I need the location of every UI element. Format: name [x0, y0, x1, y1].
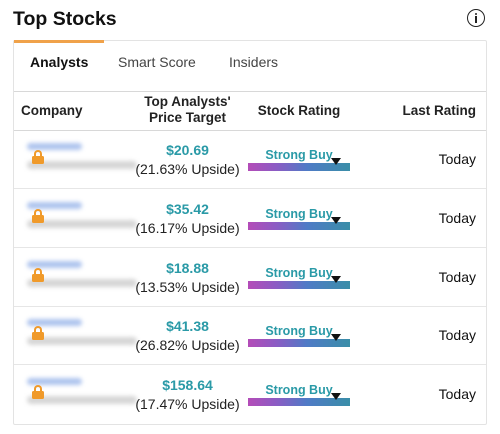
- company-detail-blurred: [27, 337, 137, 346]
- stock-rating-label: Strong Buy: [265, 206, 333, 221]
- tab-insiders[interactable]: Insiders: [229, 54, 279, 70]
- rating-marker-icon: [330, 216, 341, 224]
- company-detail-blurred: [27, 396, 137, 405]
- widget-title: Top Stocks: [13, 8, 117, 30]
- column-header-price-target-line2: Price Target: [148, 110, 227, 125]
- widget-header: Top Stocks: [13, 6, 487, 36]
- rating-marker-icon: [330, 275, 341, 283]
- table-row[interactable]: $18.88 (13.53% Upside) Strong Buy Today: [14, 249, 486, 307]
- rating-marker-icon: [330, 334, 341, 342]
- company-name-blurred: [27, 260, 82, 268]
- upside-percent: (17.47% Upside): [135, 396, 240, 413]
- company-name-blurred: [27, 143, 82, 150]
- column-header-stock-rating: Stock Rating: [257, 103, 341, 118]
- column-header-price-target: Top Analysts' Price Target: [125, 94, 250, 126]
- last-rating-date: Today: [438, 151, 476, 167]
- lock-icon[interactable]: [32, 208, 44, 223]
- price-target[interactable]: $41.38: [166, 318, 209, 335]
- stock-rating-label: Strong Buy: [265, 148, 333, 162]
- rating-gradient-bar: [248, 339, 350, 348]
- lock-icon[interactable]: [32, 150, 44, 164]
- company-detail-blurred: [27, 161, 137, 169]
- tab-analysts[interactable]: Analysts: [30, 54, 89, 70]
- lock-icon[interactable]: [32, 385, 44, 400]
- table-row[interactable]: $158.64 (17.47% Upside) Strong Buy Today: [14, 366, 486, 424]
- upside-percent: (26.82% Upside): [135, 337, 240, 354]
- price-target[interactable]: $20.69: [166, 142, 209, 158]
- lock-shackle: [34, 385, 42, 394]
- upside-percent: (16.17% Upside): [135, 219, 240, 236]
- last-rating-date: Today: [438, 386, 476, 403]
- tab-smart-score[interactable]: Smart Score: [118, 54, 196, 70]
- rating-gradient-bar: [248, 221, 350, 230]
- lock-body: [32, 273, 44, 282]
- table-row[interactable]: $35.42 (16.17% Upside) Strong Buy Today: [14, 190, 486, 248]
- company-detail-blurred: [27, 278, 137, 287]
- lock-shackle: [34, 267, 42, 276]
- last-rating-date: Today: [438, 268, 476, 285]
- lock-icon[interactable]: [32, 267, 44, 282]
- upside-percent: (13.53% Upside): [135, 278, 240, 295]
- lock-shackle: [34, 208, 42, 217]
- active-tab-indicator: [14, 40, 104, 43]
- company-name-blurred: [27, 319, 82, 327]
- tab-bar: Analysts Smart Score Insiders: [14, 40, 486, 92]
- rating-marker-icon: [330, 393, 341, 401]
- lock-shackle: [34, 150, 42, 158]
- lock-body: [32, 214, 44, 223]
- column-header-company: Company: [21, 103, 83, 118]
- price-target[interactable]: $158.64: [162, 377, 213, 394]
- stock-rating-label: Strong Buy: [265, 383, 333, 398]
- rating-gradient-bar: [248, 163, 350, 171]
- rating-marker-icon: [330, 158, 341, 165]
- stock-rating-label: Strong Buy: [265, 324, 333, 339]
- lock-shackle: [34, 326, 42, 335]
- table-header-divider: [14, 130, 486, 131]
- upside-percent: (21.63% Upside): [135, 161, 240, 177]
- info-icon[interactable]: [467, 9, 485, 27]
- price-target[interactable]: $35.42: [166, 200, 209, 217]
- rating-gradient-bar: [248, 280, 350, 289]
- stock-rating-label: Strong Buy: [265, 265, 333, 280]
- price-target[interactable]: $18.88: [166, 259, 209, 276]
- lock-icon[interactable]: [32, 326, 44, 341]
- company-name-blurred: [27, 378, 82, 386]
- column-header-price-target-line1: Top Analysts': [144, 94, 231, 109]
- company-detail-blurred: [27, 219, 137, 228]
- company-name-blurred: [27, 201, 82, 209]
- lock-body: [32, 332, 44, 341]
- column-header-last-rating: Last Rating: [402, 103, 476, 118]
- last-rating-date: Today: [438, 209, 476, 226]
- table-row[interactable]: $20.69 (21.63% Upside) Strong Buy Today: [14, 131, 486, 189]
- table-row[interactable]: $41.38 (26.82% Upside) Strong Buy Today: [14, 307, 486, 366]
- lock-body: [32, 391, 44, 400]
- top-stocks-card: Analysts Smart Score Insiders Company To…: [13, 40, 487, 425]
- lock-body: [32, 156, 44, 164]
- rating-gradient-bar: [248, 398, 350, 407]
- last-rating-date: Today: [438, 327, 476, 344]
